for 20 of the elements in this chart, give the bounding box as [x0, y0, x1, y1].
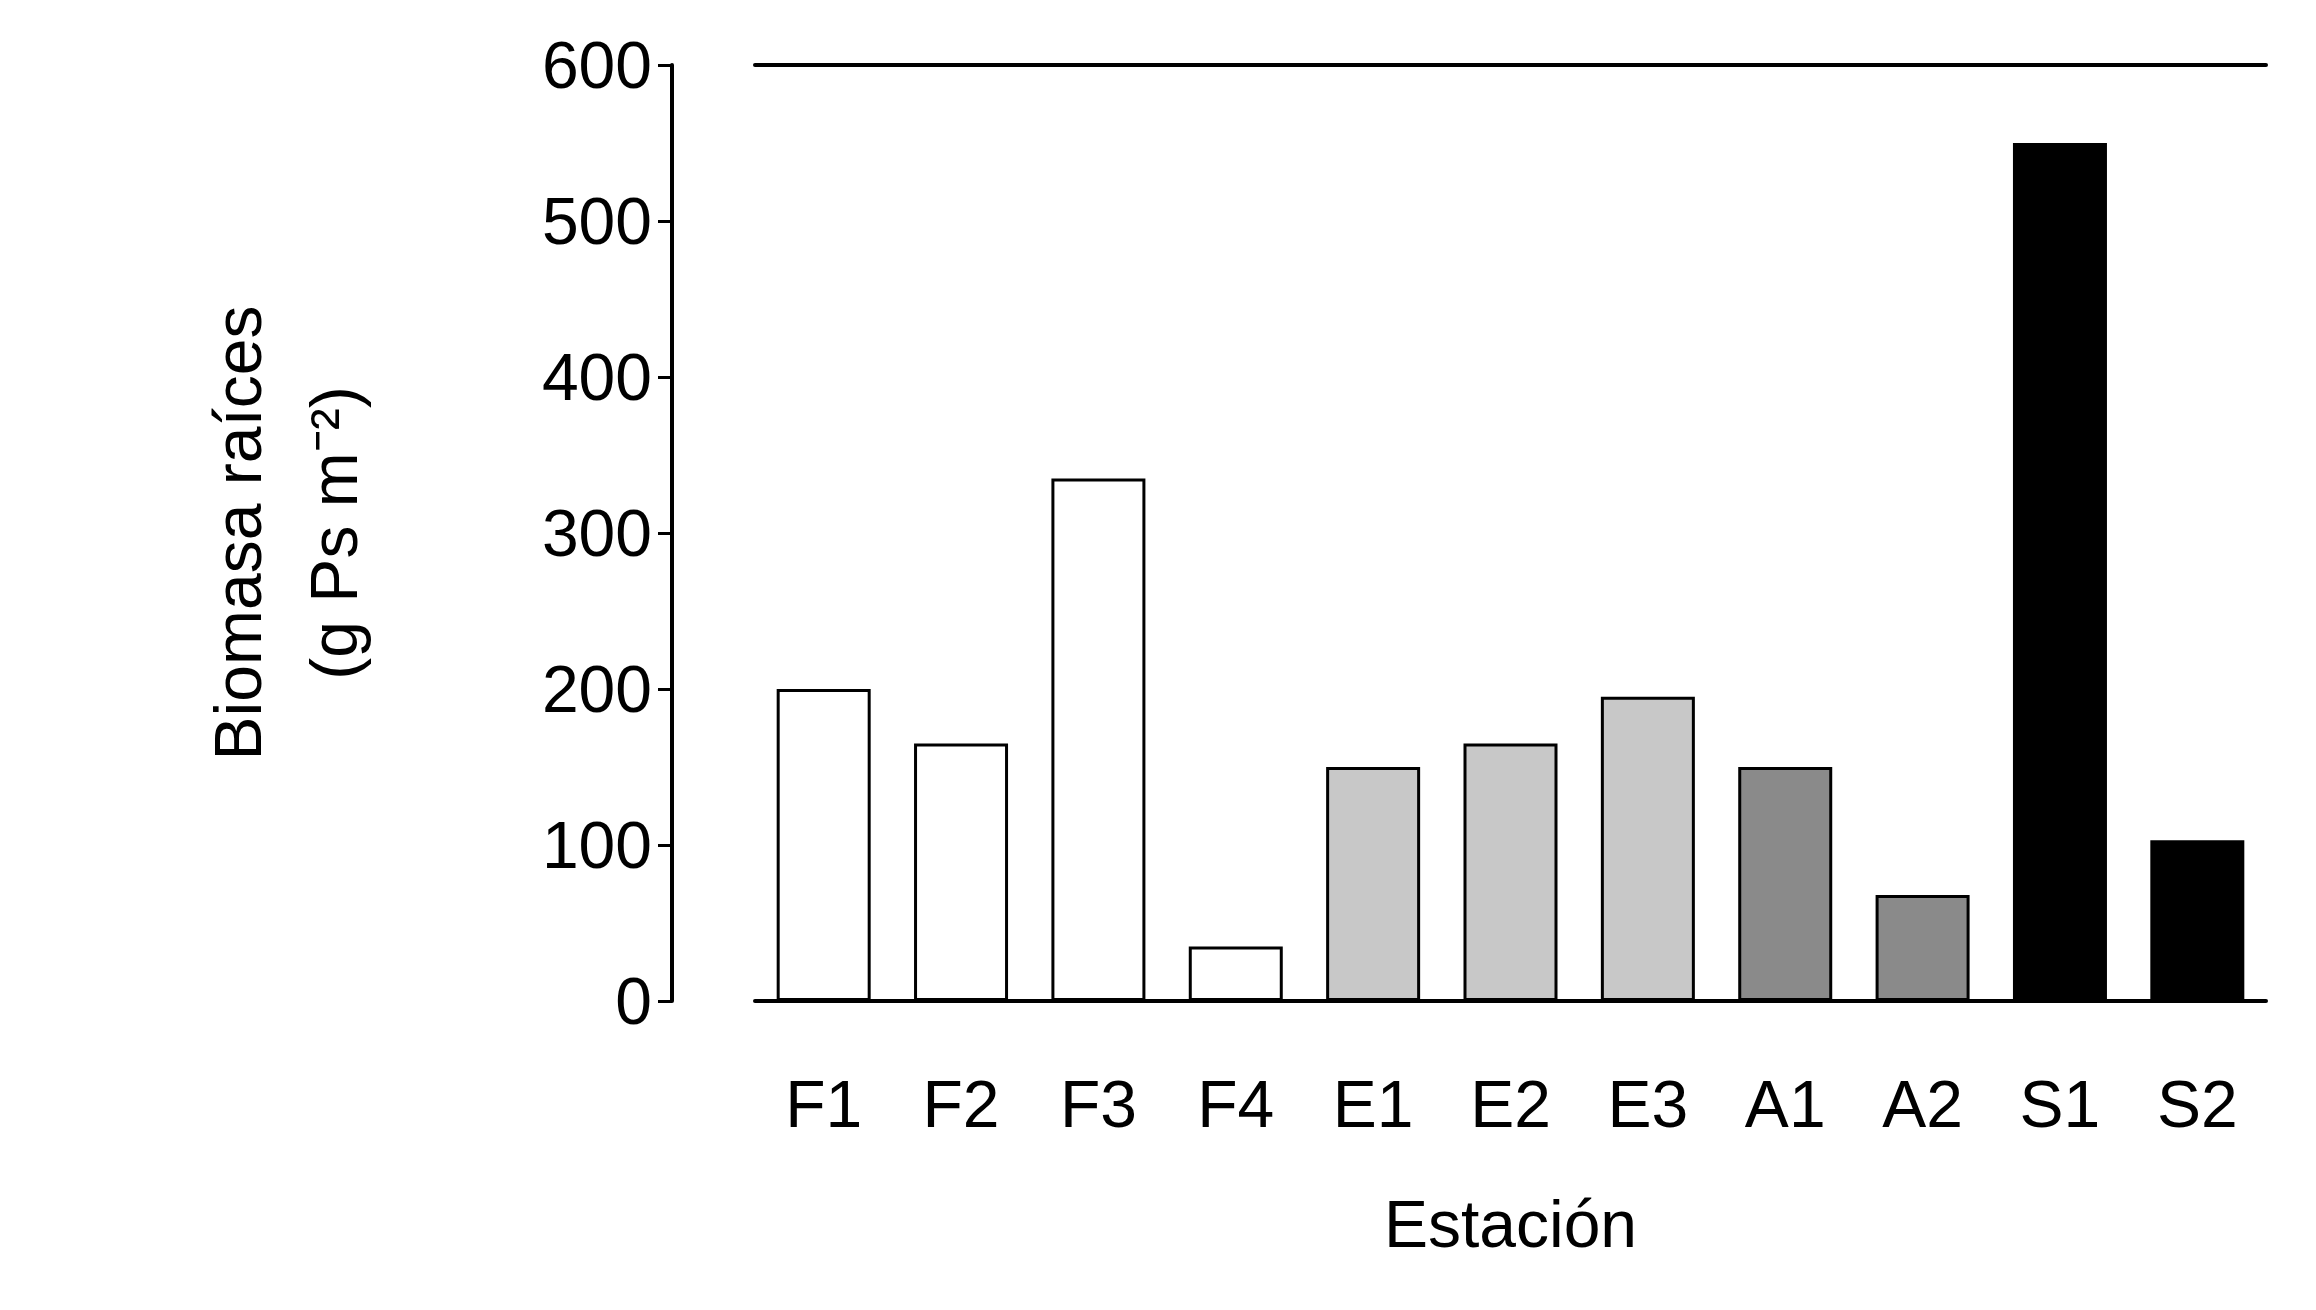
x-axis-title: Estación [1383, 1187, 1638, 1261]
x-tick-label: F2 [922, 1067, 1000, 1141]
x-tick-label: F1 [785, 1067, 863, 1141]
y-tick-label: 300 [541, 496, 652, 570]
x-tick-label: S2 [2156, 1067, 2238, 1141]
y-tick-label: 600 [541, 28, 652, 102]
x-tick-label: F4 [1197, 1067, 1275, 1141]
x-tick-label: A1 [1744, 1067, 1826, 1141]
y-tick-label: 500 [541, 184, 652, 258]
x-tick-label: F3 [1059, 1067, 1137, 1141]
x-tick-label: S1 [2019, 1067, 2101, 1141]
y-tick-label: 100 [541, 808, 652, 882]
y-tick-label: 400 [541, 340, 652, 414]
y-axis-title: Biomasa raíces (g Ps m⁻²) [201, 305, 371, 761]
x-tick-label: A2 [1882, 1067, 1963, 1141]
y-tick-label: 0 [615, 964, 652, 1038]
x-tick-label: E1 [1332, 1067, 1414, 1141]
x-tick-label: E2 [1470, 1067, 1551, 1141]
x-tick-label: E3 [1607, 1067, 1689, 1141]
y-tick-label: 200 [541, 652, 652, 726]
